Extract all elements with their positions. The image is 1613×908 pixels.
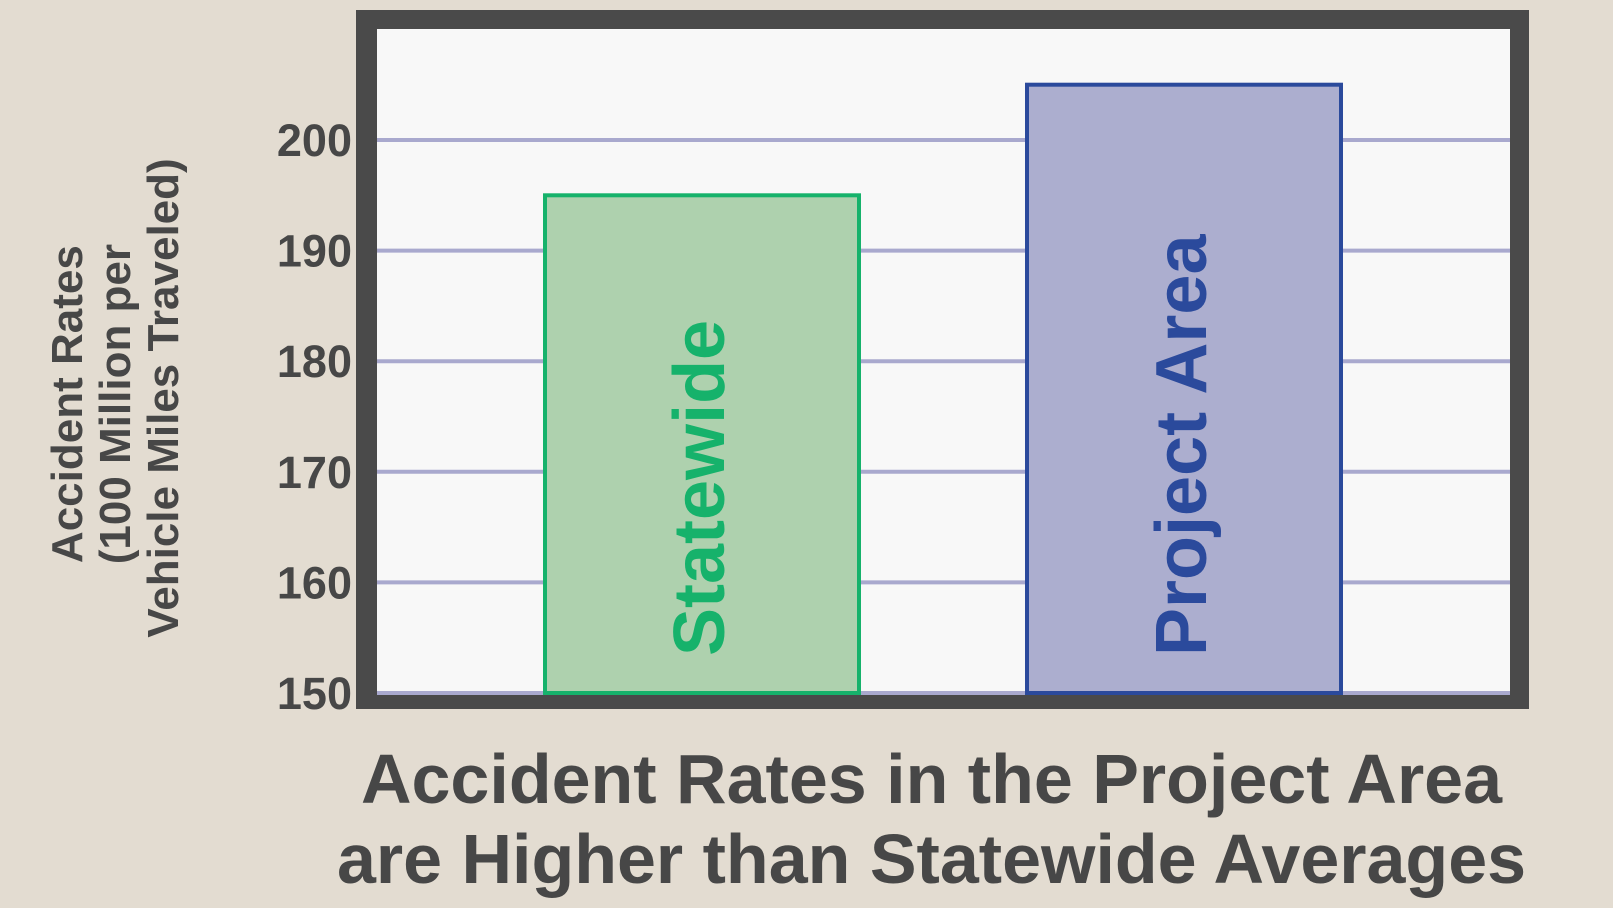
- y-axis-label-line-2: (100 Million per: [91, 244, 140, 564]
- y-axis-label-line-3: Vehicle Miles Traveled): [139, 158, 188, 637]
- y-axis-ticks: 150 160 170 180 190 200: [277, 115, 352, 719]
- y-tick-label: 160: [277, 557, 352, 608]
- chart-title-line-2: are Higher than Statewide Averages: [336, 820, 1527, 898]
- chart-title-line-1: Accident Rates in the Project Area: [360, 740, 1503, 818]
- y-axis-label: Accident Rates (100 Million per Vehicle …: [43, 158, 188, 637]
- bars: Statewide Project Area: [543, 82, 1343, 696]
- bar-project-area: [1025, 82, 1343, 695]
- y-tick-label: 180: [277, 336, 352, 387]
- y-tick-label: 200: [277, 115, 352, 166]
- y-tick-label: 170: [277, 447, 352, 498]
- y-tick-label: 150: [277, 668, 352, 719]
- bar-label-project-area: Project Area: [1142, 234, 1222, 656]
- y-tick-label: 190: [277, 226, 352, 277]
- bar-statewide: [543, 193, 861, 696]
- y-axis-label-line-1: Accident Rates: [43, 245, 92, 563]
- bar-label-statewide: Statewide: [660, 320, 740, 656]
